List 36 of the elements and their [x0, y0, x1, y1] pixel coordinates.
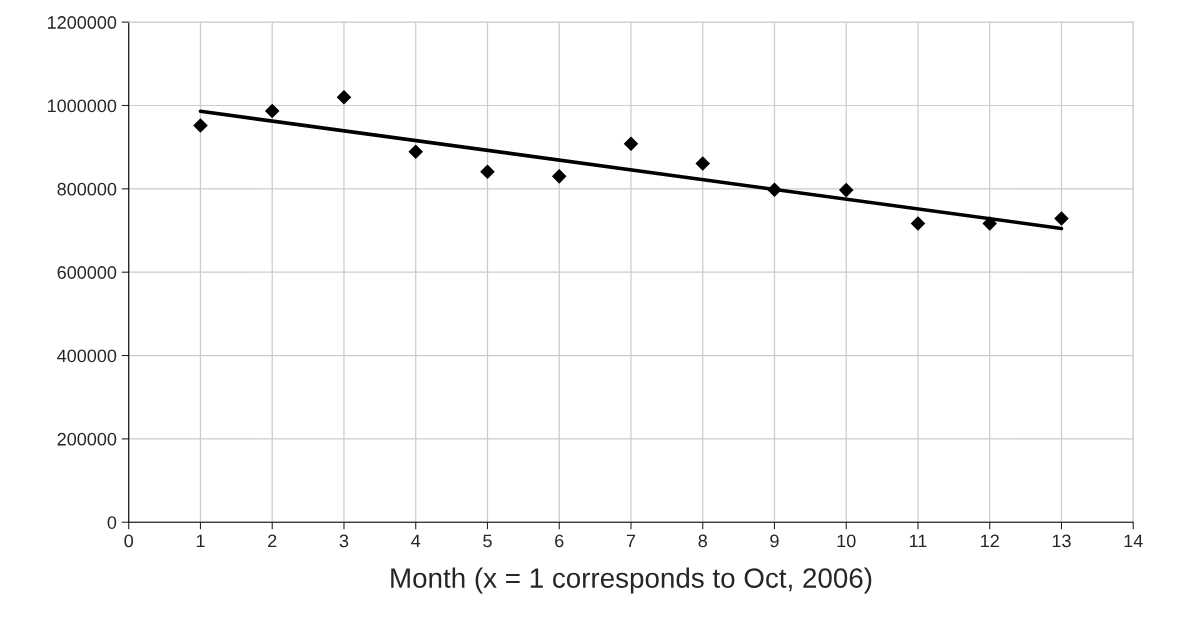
x-tick-label: 0	[124, 534, 134, 548]
point	[623, 136, 639, 152]
point	[695, 156, 711, 171]
y-tick-label: 800000	[57, 182, 117, 196]
x-tick-label: 3	[339, 534, 349, 548]
point	[336, 89, 352, 105]
point	[408, 144, 424, 160]
y-tick-label: 1000000	[48, 99, 117, 113]
x-tick-label: 9	[770, 534, 779, 548]
x-axis-title: Month (x = 1 corresponds to Oct, 2006)	[391, 567, 872, 594]
point	[838, 182, 854, 198]
x-tick-label: 11	[909, 534, 927, 548]
x-tick-label: 8	[698, 534, 707, 548]
point	[193, 118, 208, 133]
y-tick-label: 400000	[57, 349, 117, 363]
y-tick-label: 0	[107, 516, 117, 529]
point	[767, 182, 782, 197]
x-tick-label: 10	[837, 534, 856, 548]
y-tick-label: 200000	[57, 432, 117, 446]
x-tick-label: 7	[626, 534, 636, 548]
x-tick-label: 13	[1052, 534, 1071, 548]
point	[480, 164, 495, 180]
y-tick-label: 1200000	[48, 16, 117, 29]
x-tick-label: 12	[981, 534, 999, 548]
x-tick-label: 6	[555, 534, 564, 548]
point	[982, 216, 998, 231]
x-tick-label: 2	[268, 534, 277, 548]
point	[1054, 211, 1069, 226]
point	[551, 169, 567, 184]
y-tick-label: 600000	[57, 266, 117, 279]
point	[910, 216, 926, 231]
x-tick-label: 14	[1124, 534, 1143, 548]
x-tick-label: 1	[196, 534, 205, 548]
x-tick-label: 5	[483, 534, 492, 548]
x-tick-label: 4	[411, 534, 421, 548]
point	[264, 103, 280, 119]
